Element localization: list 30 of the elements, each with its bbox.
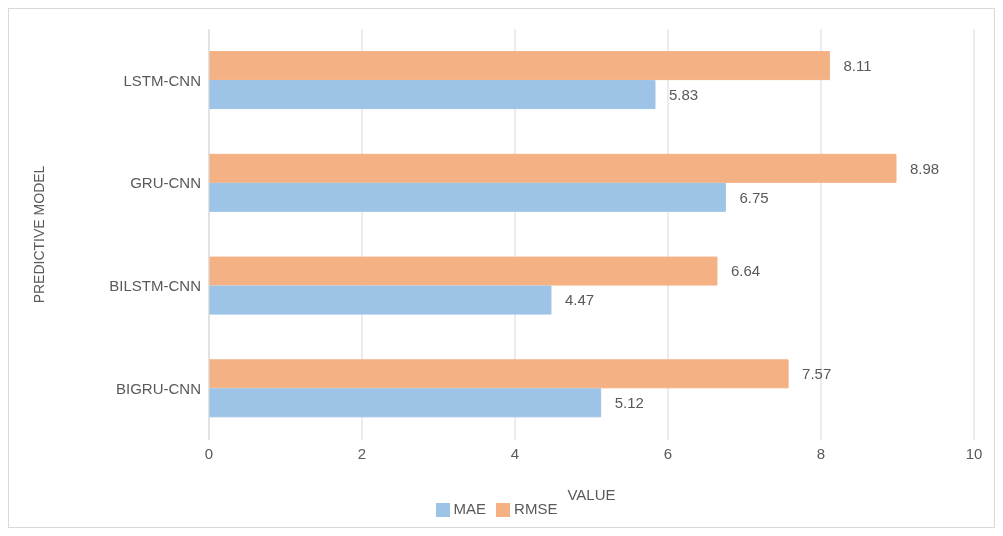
y-tick-label: BILSTM-CNN xyxy=(109,277,201,295)
bar xyxy=(209,153,897,183)
x-tick-label: 6 xyxy=(663,444,673,462)
bar xyxy=(209,51,830,81)
x-axis-title: VALUE xyxy=(567,485,616,503)
data-label: 8.98 xyxy=(909,159,940,177)
data-label: 6.64 xyxy=(730,262,761,280)
legend-label: MAE xyxy=(453,499,487,517)
data-label: 5.83 xyxy=(668,85,699,103)
y-axis-title: PREDICTIVE MODEL xyxy=(30,165,47,304)
data-label: 8.11 xyxy=(843,56,872,74)
data-label: 6.75 xyxy=(739,188,769,206)
x-tick-label: 4 xyxy=(510,444,520,462)
bar xyxy=(209,80,656,110)
bar xyxy=(209,388,602,418)
y-tick-label: GRU-CNN xyxy=(130,174,201,192)
x-tick-label: 8 xyxy=(816,444,826,462)
data-label: 4.47 xyxy=(564,291,595,309)
y-tick-label: LSTM-CNN xyxy=(123,71,201,89)
x-tick-label: 10 xyxy=(965,444,983,462)
y-tick-label: BIGRU-CNN xyxy=(116,379,201,397)
x-tick-label: 2 xyxy=(357,444,367,462)
data-label: 7.57 xyxy=(802,365,832,383)
data-label: 5.12 xyxy=(614,394,644,412)
legend-label: RMSE xyxy=(514,499,558,517)
bar xyxy=(209,182,726,212)
x-tick-label: 0 xyxy=(204,444,214,462)
bar xyxy=(209,285,552,315)
bar xyxy=(209,256,718,286)
bar xyxy=(209,359,789,389)
